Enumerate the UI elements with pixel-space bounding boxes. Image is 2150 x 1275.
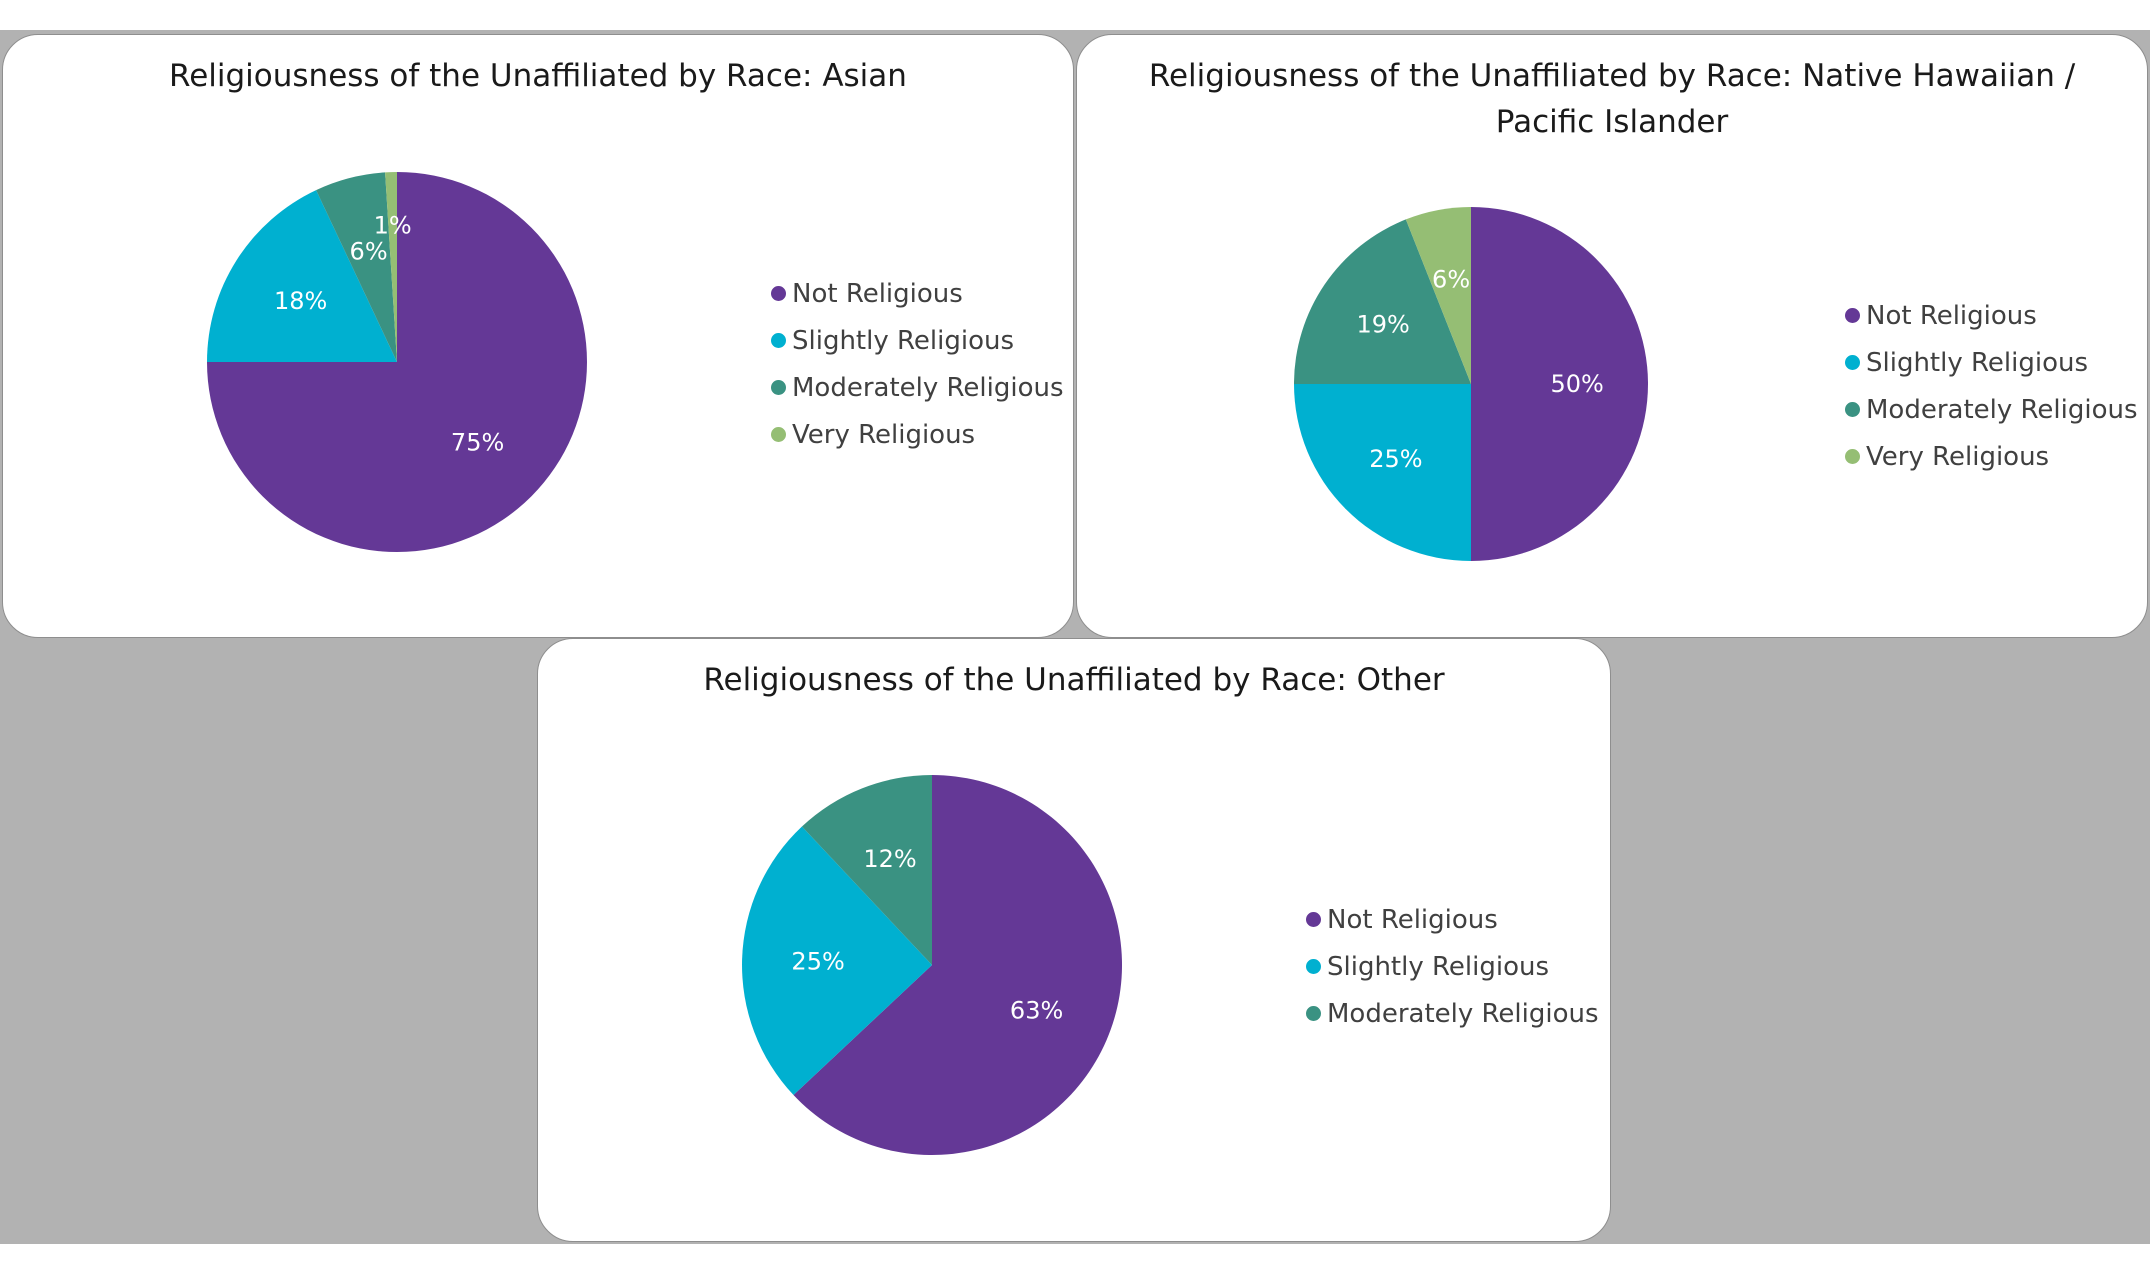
legend-item-moderately-religious: Moderately Religious <box>1845 386 2138 433</box>
legend-label: Very Religious <box>792 419 976 450</box>
legend-swatch <box>771 333 786 348</box>
legend-item-not-religious: Not Religious <box>1845 292 2138 339</box>
pie-slice-moderately-religious <box>1294 219 1471 384</box>
legend-label: Slightly Religious <box>1327 951 1550 982</box>
legend-label: Slightly Religious <box>1866 347 2089 378</box>
legend-item-slightly-religious: Slightly Religious <box>1845 339 2138 386</box>
legend-label: Not Religious <box>1866 300 2037 331</box>
data-label-not-religious: 63% <box>1010 996 1063 1024</box>
pie-slice-not-religious <box>793 775 1123 1155</box>
legend-swatch <box>771 427 786 442</box>
legend-item-very-religious: Very Religious <box>1845 433 2138 480</box>
legend-swatch <box>1306 912 1321 927</box>
legend-item-not-religious: Not Religious <box>1306 896 1599 943</box>
legend-item-moderately-religious: Moderately Religious <box>1306 990 1599 1037</box>
legend: Not Religious Slightly Religious Moderatel… <box>1845 292 2138 480</box>
data-label-very-religious: 6% <box>1432 266 1470 294</box>
legend-swatch <box>1845 355 1860 370</box>
chart-title: Religiousness of the Unaffiliated by Rac… <box>169 58 907 94</box>
data-label-slightly-religious: 25% <box>1369 445 1422 473</box>
data-label-moderately-religious: 19% <box>1357 310 1410 338</box>
legend: Not Religious Slightly Religious Moderatel… <box>771 270 1064 458</box>
legend-label: Moderately Religious <box>1866 394 2138 425</box>
chart-card-asian: Religiousness of the Unaffiliated by Rac… <box>2 34 1074 638</box>
legend-item-slightly-religious: Slightly Religious <box>1306 943 1599 990</box>
legend-swatch <box>1845 402 1860 417</box>
chart-title: Religiousness of the Unaffiliated by Rac… <box>1148 58 2076 140</box>
data-label-slightly-religious: 25% <box>791 947 844 975</box>
pie-slice-moderately-religious <box>801 775 932 965</box>
legend-label: Slightly Religious <box>792 325 1015 356</box>
pie-slice-slightly-religious <box>742 826 932 1096</box>
legend-item-not-religious: Not Religious <box>771 270 1064 317</box>
data-label-not-religious: 50% <box>1551 370 1604 398</box>
pie-slice-slightly-religious <box>1294 384 1471 561</box>
data-label-very-religious: 1% <box>374 211 412 239</box>
data-label-not-religious: 75% <box>451 429 504 457</box>
data-label-slightly-religious: 18% <box>274 287 327 315</box>
pie-slice-moderately-religious <box>316 172 397 362</box>
chart-title: Religiousness of the Unaffiliated by Rac… <box>703 662 1445 698</box>
legend-swatch <box>1306 1006 1321 1021</box>
legend-swatch <box>771 380 786 395</box>
legend-item-very-religious: Very Religious <box>771 411 1064 458</box>
legend-swatch <box>1845 449 1860 464</box>
chart-card-native-hawaiian: Religiousness of the Unaffiliated by Rac… <box>1076 34 2148 638</box>
data-label-moderately-religious: 6% <box>350 238 388 266</box>
legend-label: Moderately Religious <box>1327 998 1599 1029</box>
data-label-moderately-religious: 12% <box>863 845 916 873</box>
legend-item-moderately-religious: Moderately Religious <box>771 364 1064 411</box>
legend-swatch <box>771 286 786 301</box>
legend-label: Not Religious <box>1327 904 1498 935</box>
legend-label: Not Religious <box>792 278 963 309</box>
pie-chart: 63% 25% 12% <box>742 775 1123 1155</box>
pie-slice-very-religious <box>385 171 397 362</box>
legend: Not Religious Slightly Religious Moderatel… <box>1306 896 1599 1037</box>
legend-item-slightly-religious: Slightly Religious <box>771 317 1064 364</box>
pie-chart: 75% 18% 6%1% <box>206 171 587 552</box>
pie-slice-slightly-religious <box>206 190 397 362</box>
legend-label: Very Religious <box>1866 441 2050 472</box>
legend-swatch <box>1845 308 1860 323</box>
pie-slice-not-religious <box>1471 207 1648 561</box>
pie-chart: 50% 25% 19% 6% <box>1294 207 1648 561</box>
chart-card-other: Religiousness of the Unaffiliated by Rac… <box>537 638 1611 1242</box>
legend-swatch <box>1306 959 1321 974</box>
legend-label: Moderately Religious <box>792 372 1064 403</box>
pie-slice-very-religious <box>1405 207 1471 384</box>
